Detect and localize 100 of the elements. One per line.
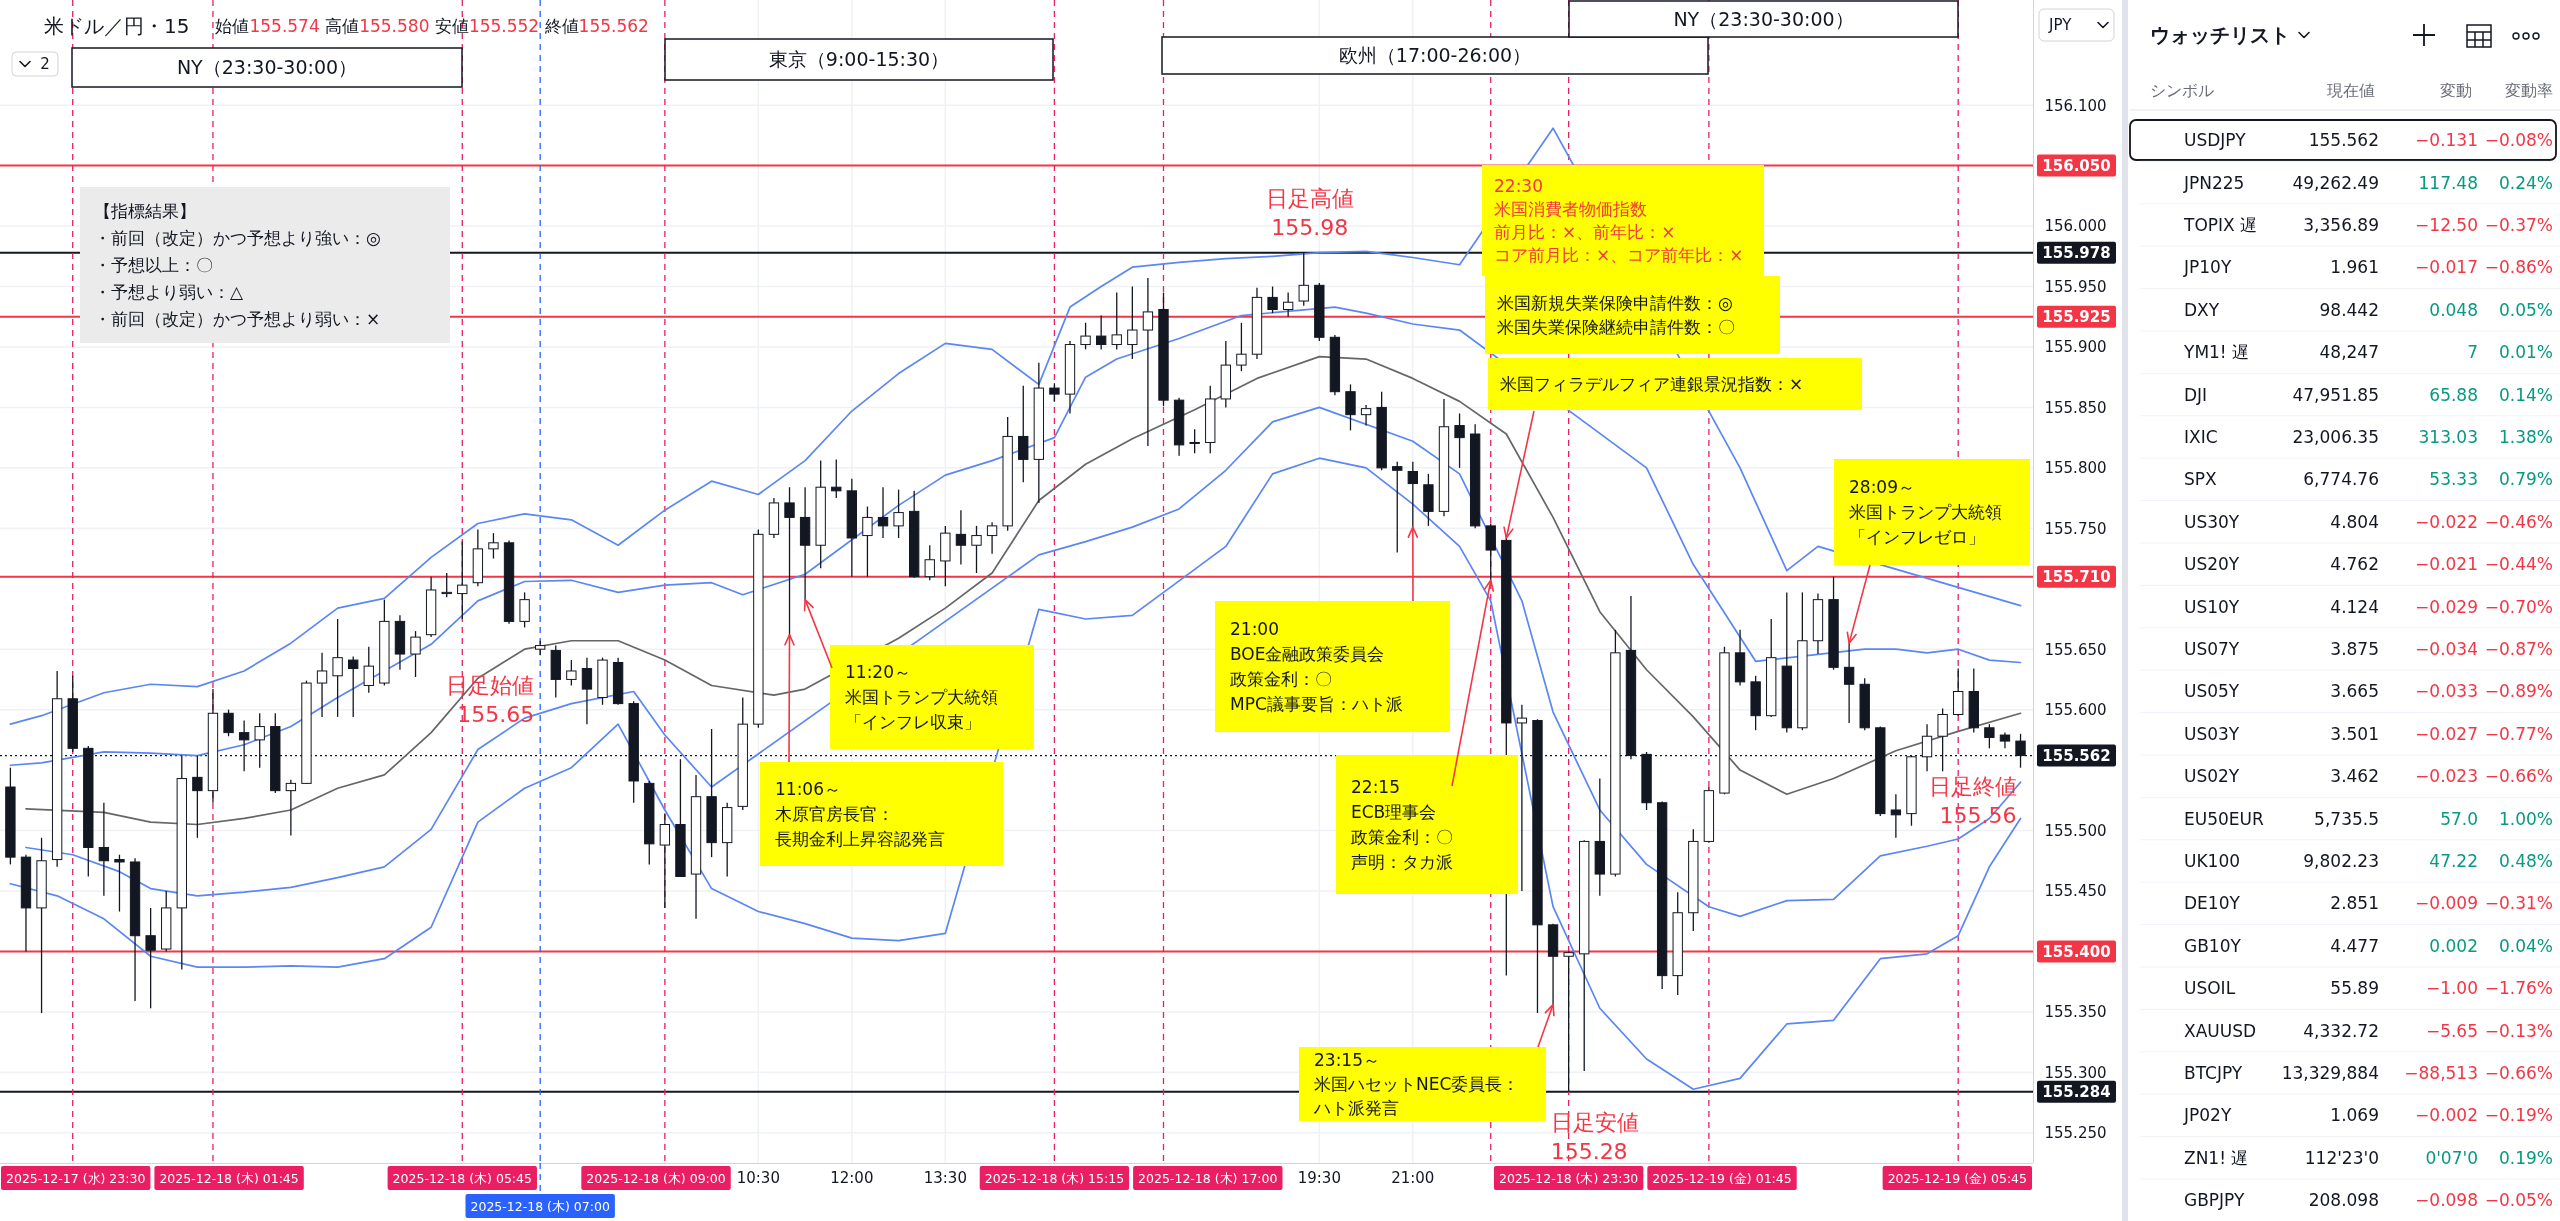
text: −0.033 [2415, 681, 2478, 702]
text: 米ドル／円・15 [44, 14, 190, 39]
text: BTCJPY [2184, 1062, 2243, 1083]
text: 117.48 [2418, 172, 2478, 193]
text: 0.48% [2498, 850, 2553, 871]
text: −0.029 [2415, 596, 2478, 617]
text: 1.961 [2330, 257, 2379, 278]
x-tick-label: 12:00 [830, 1169, 874, 1188]
y-tick-label: 155.500 [2044, 821, 2107, 840]
text: US05Y [2184, 681, 2240, 702]
text: 1.00% [2498, 808, 2553, 829]
text: DXY [2184, 299, 2220, 320]
annotation: 22:30米国消費者物価指数前月比：×、前年比：×コア前月比：×、コア前年比：× [1494, 175, 1744, 265]
candlestick [1236, 322, 1247, 372]
text: 0.19% [2498, 1147, 2553, 1168]
text: GBPJPY [2184, 1190, 2245, 1211]
y-tick-label: 155.350 [2044, 1003, 2107, 1022]
x-tick-label: 19:30 [1297, 1169, 1341, 1188]
candlestick [1189, 428, 1200, 454]
text: USDJPY [2184, 130, 2247, 151]
candlestick [1953, 667, 1964, 717]
text: 4.124 [2330, 596, 2379, 617]
candlestick [955, 509, 967, 566]
text: −0.131 [2415, 130, 2478, 151]
text: JPN225 [2183, 172, 2245, 193]
annotation: 米国フィラデルフィア連銀景況指数：× [1500, 373, 1804, 394]
text: −0.027 [2415, 723, 2478, 744]
text: US07Y [2184, 638, 2240, 659]
text: 3.462 [2330, 766, 2379, 787]
text: 4.477 [2330, 935, 2379, 956]
text: −1.00 [2425, 978, 2478, 999]
candlestick [1890, 793, 1902, 839]
candlestick [1111, 291, 1122, 351]
text: −88,513 [2404, 1062, 2478, 1083]
text: 47,951.85 [2292, 384, 2379, 405]
text: −0.66% [2484, 1062, 2553, 1083]
ref-line-label: 155.284 [2042, 1083, 2111, 1102]
ref-line-label: 155.925 [2042, 308, 2111, 327]
text: TOPIX 遅 [2183, 214, 2258, 235]
text: 23,006.35 [2292, 426, 2379, 447]
candlestick [348, 655, 359, 718]
ref-line-label: 2025-12-18 (木) 15:15 [984, 1170, 1125, 1186]
y-tick-label: 156.100 [2044, 96, 2107, 115]
y-tick-label: 155.300 [2044, 1063, 2107, 1082]
ref-line-label: 2025-12-19 (金) 05:45 [1887, 1170, 2027, 1186]
text: 208.098 [2308, 1190, 2379, 1211]
text: −0.66% [2484, 766, 2553, 787]
text: US20Y [2184, 554, 2240, 575]
candlestick [441, 572, 452, 598]
annotation: 日足高値155.98 [1265, 185, 1354, 240]
text: 7 [2467, 342, 2478, 363]
candlestick [971, 525, 982, 574]
ref-line-label: 155.562 [2042, 746, 2111, 765]
annotation: 22:15ECB理事会政策金利：〇声明：タカ派 [1351, 776, 1453, 872]
candlestick [1018, 385, 1029, 484]
y-tick-label: 155.800 [2044, 459, 2107, 478]
text: 6,774.76 [2303, 469, 2379, 490]
text: 0.048 [2429, 299, 2478, 320]
text: −0.70% [2484, 596, 2553, 617]
candlestick [566, 659, 577, 687]
y-tick-label: 155.450 [2044, 882, 2107, 901]
ref-line-label: 155.710 [2042, 568, 2111, 587]
text: JP02Y [2183, 1105, 2232, 1126]
candlestick [1984, 723, 1995, 749]
text: 変動率 [2505, 80, 2553, 100]
text: −0.002 [2415, 1105, 2478, 1126]
text: 現在値 [2327, 80, 2375, 100]
text: 47.22 [2429, 850, 2478, 871]
text: −0.44% [2484, 554, 2553, 575]
text: −0.89% [2484, 681, 2553, 702]
text: −0.13% [2484, 1020, 2553, 1041]
y-tick-label: 155.900 [2044, 338, 2107, 357]
annotation: 日足安値155.28 [1550, 1109, 1639, 1164]
text: 65.88 [2429, 384, 2478, 405]
candlestick [924, 544, 935, 581]
annotation: NY（23:30-30:00） [1673, 7, 1854, 30]
text: 3.665 [2330, 681, 2379, 702]
text: 5,735.5 [2314, 808, 2379, 829]
candlestick [1282, 291, 1294, 318]
text: ウォッチリスト [2150, 23, 2290, 48]
text: YM1! 遅 [2183, 342, 2250, 363]
y-tick-label: 155.850 [2044, 398, 2107, 417]
text: 155.562 [2308, 130, 2379, 151]
candlestick [986, 521, 998, 555]
text: JP10Y [2183, 257, 2232, 278]
ref-line-label: 2025-12-18 (木) 09:00 [586, 1170, 726, 1186]
candlestick [1392, 461, 1403, 554]
text: −0.87% [2484, 638, 2553, 659]
candlestick [192, 754, 203, 839]
candlestick [1142, 277, 1154, 447]
y-axis-title: JPY [2048, 16, 2073, 35]
ref-line-label: 2025-12-17 (水) 23:30 [6, 1170, 146, 1186]
y-tick-label: 155.950 [2044, 277, 2107, 296]
ref-line-label: 2025-12-19 (金) 01:45 [1652, 1170, 1792, 1186]
candlestick [332, 618, 343, 718]
x-tick-label: 21:00 [1391, 1169, 1435, 1188]
text: 53.33 [2429, 469, 2478, 490]
text: 55.89 [2330, 978, 2379, 999]
candlestick [877, 486, 889, 539]
candlestick [1454, 412, 1465, 469]
